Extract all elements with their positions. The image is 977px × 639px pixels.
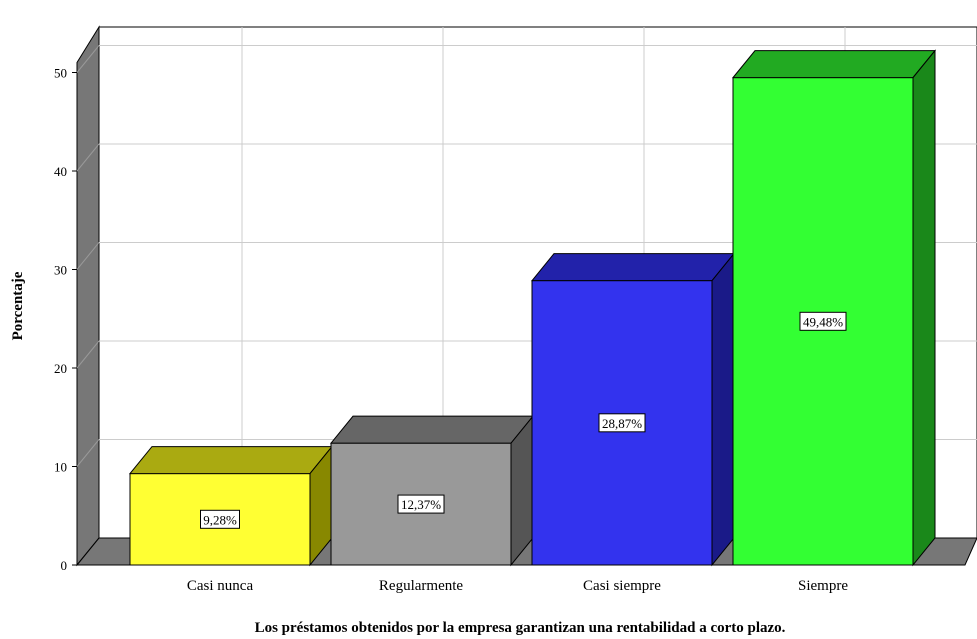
data-label-box — [397, 494, 445, 514]
y-tick-label: 50 — [54, 66, 67, 81]
gridline-depth — [76, 143, 100, 172]
data-label: 49,48% — [803, 314, 843, 329]
y-tick-label: 30 — [54, 263, 67, 278]
data-label-box — [200, 509, 240, 529]
data-label: 9,28% — [203, 512, 237, 527]
bar-top — [530, 253, 736, 282]
bar-side — [510, 414, 534, 567]
y-tick-label: 0 — [61, 558, 68, 573]
data-label: 28,87% — [602, 416, 642, 431]
x-axis-label: Los préstamos obtenidos por la empresa g… — [255, 620, 786, 636]
data-label-box — [598, 413, 646, 433]
gridline-depth — [76, 340, 100, 369]
y-tick-label: 40 — [54, 164, 67, 179]
x-category-label: Casi siempre — [583, 578, 661, 594]
bar-top — [329, 415, 535, 444]
y-tick-label: 10 — [54, 460, 67, 475]
y-tick-label: 20 — [54, 361, 67, 376]
x-axis-categories: Casi nunca Regularmente Casi siempre Siempr… — [187, 578, 848, 594]
x-category-label: Casi nunca — [187, 578, 254, 594]
y-axis-ticks: 0 10 20 30 40 50 — [54, 66, 77, 573]
side-wall — [76, 25, 100, 567]
gridline-depth — [76, 242, 100, 270]
data-label: 12,37% — [401, 497, 441, 512]
gridline-depth — [76, 45, 100, 73]
bar-top — [128, 446, 334, 475]
gridline-depth — [76, 439, 100, 467]
x-category-label: Regularmente — [379, 578, 463, 594]
bar-side — [912, 49, 936, 567]
bars: 9,28% 12,37% 28,87% 49,48% — [128, 49, 937, 567]
bar-side — [711, 252, 735, 567]
data-label-box — [799, 311, 847, 331]
bar-top — [731, 50, 937, 79]
x-category-label: Siempre — [798, 578, 848, 594]
y-axis-label: Porcentaje — [10, 271, 26, 340]
